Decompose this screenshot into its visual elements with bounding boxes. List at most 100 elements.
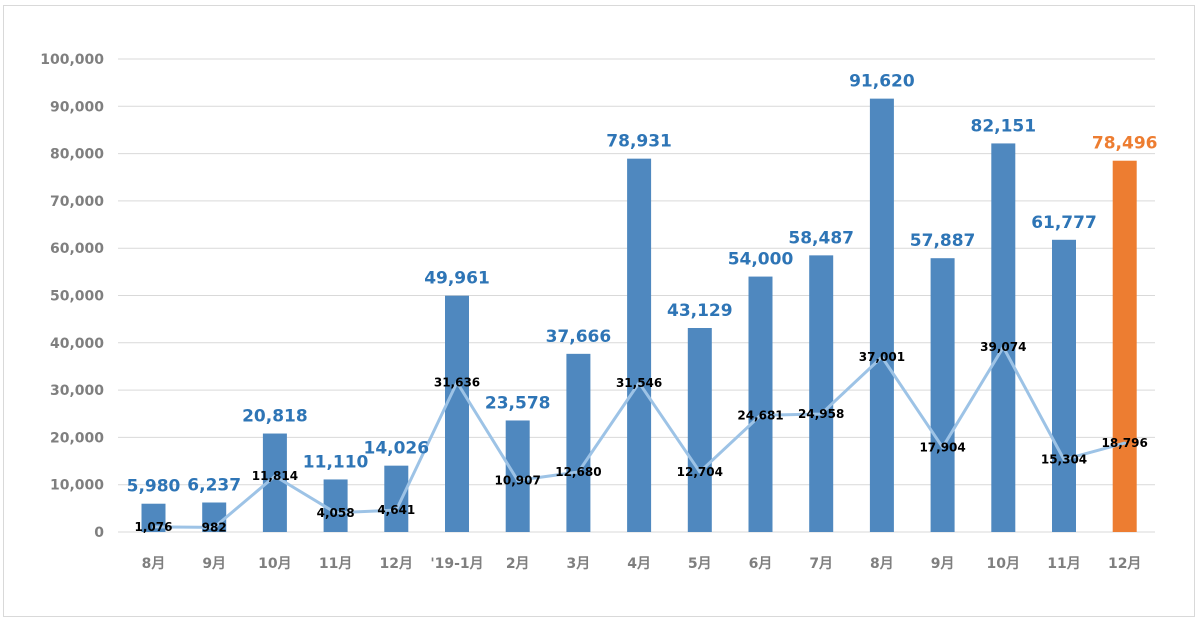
bar-data-label: 6,237 [187,475,241,495]
x-tick-label: 2月 [506,556,530,572]
bar [566,353,591,532]
line-data-label: 1,076 [135,520,173,534]
y-tick-label: 100,000 [40,52,104,68]
y-tick-label: 0 [94,525,104,541]
line-point [212,525,216,529]
line-data-label: 31,546 [616,376,662,390]
line-data-labels: 1,076 982 11,814 4,058 4,641 31,636 10,907 12,6… [135,340,1148,534]
line-point [1062,458,1066,462]
line-data-label: 17,904 [919,440,965,454]
y-tick-label: 10,000 [50,478,104,494]
line-point [516,478,520,482]
line-point [637,381,641,385]
line-point [698,470,702,474]
x-tick-label: 8月 [870,556,894,572]
line-data-label: 12,680 [555,465,601,479]
bar-data-label: 78,496 [1092,134,1158,154]
line-data-label: 24,958 [798,407,844,421]
bar-data-label: 61,777 [1031,213,1097,233]
line-point [819,412,823,416]
line-point [273,474,277,478]
x-tick-label: 11月 [319,556,352,572]
bar-data-label: 11,110 [303,452,369,472]
line-point [759,413,762,417]
bar [991,143,1016,532]
x-tick-label: 12月 [380,556,413,572]
x-tick-label: 8月 [142,556,166,572]
bar-data-label: 37,666 [546,327,612,347]
y-tick-label: 60,000 [50,241,104,257]
y-tick-label: 90,000 [50,99,104,115]
bar [505,420,530,532]
bar [445,295,469,532]
bar [687,327,712,532]
line-point [941,445,945,449]
x-tick-label: 4月 [627,556,651,572]
line-data-label: 982 [202,520,227,534]
bar [748,276,773,532]
line-point [455,380,459,384]
line-point [394,508,398,512]
y-tick-label: 50,000 [50,289,104,305]
line-point [334,511,338,515]
y-tick-label: 70,000 [50,194,104,210]
x-tick-label: 9月 [931,556,955,572]
line-point [152,525,155,529]
bar [384,465,409,532]
y-tick-label: 40,000 [50,336,104,352]
bar [323,479,348,532]
x-tick-label: 10月 [258,556,291,572]
line-point [880,355,884,359]
bar-data-label: 58,487 [788,228,854,248]
bar [869,98,894,533]
line-point [1001,345,1005,349]
line-series [152,345,1127,529]
bar [930,258,955,532]
bar-data-label: 23,578 [485,393,551,413]
bar-data-label: 91,620 [849,72,915,92]
bar-series [141,98,1137,533]
x-tick-label: 12月 [1108,556,1141,572]
line-data-label: 18,796 [1102,436,1148,450]
bar-data-label: 14,026 [363,439,429,459]
bar [1052,239,1076,532]
bar-data-label: 20,818 [242,407,308,427]
line-point [576,470,580,474]
bar-data-label: 49,961 [424,269,490,289]
line-data-label: 4,058 [317,506,355,520]
x-tick-label: 7月 [809,556,833,572]
line-data-label: 4,641 [377,503,415,517]
bar-data-label: 5,980 [127,477,181,497]
line-data-label: 15,304 [1041,453,1087,467]
line-data-label: 11,814 [252,469,298,483]
x-tick-label: 11月 [1047,556,1080,572]
line-data-label: 31,636 [434,375,480,389]
x-tick-label: 5月 [688,556,712,572]
bar [627,158,652,532]
x-tick-label: 3月 [567,556,591,572]
bar-data-label: 57,887 [910,231,976,251]
x-axis-ticks: 8月 9月 10月 11月 12月 '19-1月 2月 3月 4月 5月 6月 7月 8月 9月 10月 11… [142,556,1142,572]
y-tick-label: 30,000 [50,383,104,399]
line-data-label: 24,681 [737,408,783,422]
y-tick-label: 20,000 [50,430,104,446]
bar-data-label: 78,931 [606,132,672,152]
bar-data-label: 54,000 [728,250,794,270]
bar-data-label: 43,129 [667,301,733,321]
x-tick-label: 10月 [987,556,1020,572]
x-tick-label: '19-1月 [430,556,483,572]
line-data-label: 37,001 [859,350,905,364]
y-axis-ticks: 0 10,000 20,000 30,000 40,000 50,000 60,000 70,… [40,52,104,541]
x-tick-label: 6月 [749,556,773,572]
bar-data-label: 82,151 [970,116,1036,136]
line-point [1123,441,1127,445]
line-data-label: 39,074 [980,340,1026,354]
line-data-label: 10,907 [495,473,541,487]
y-tick-label: 80,000 [50,147,104,163]
x-tick-label: 9月 [202,556,226,572]
bar [809,255,834,532]
line-data-label: 12,704 [677,465,723,479]
bar [1112,160,1137,532]
